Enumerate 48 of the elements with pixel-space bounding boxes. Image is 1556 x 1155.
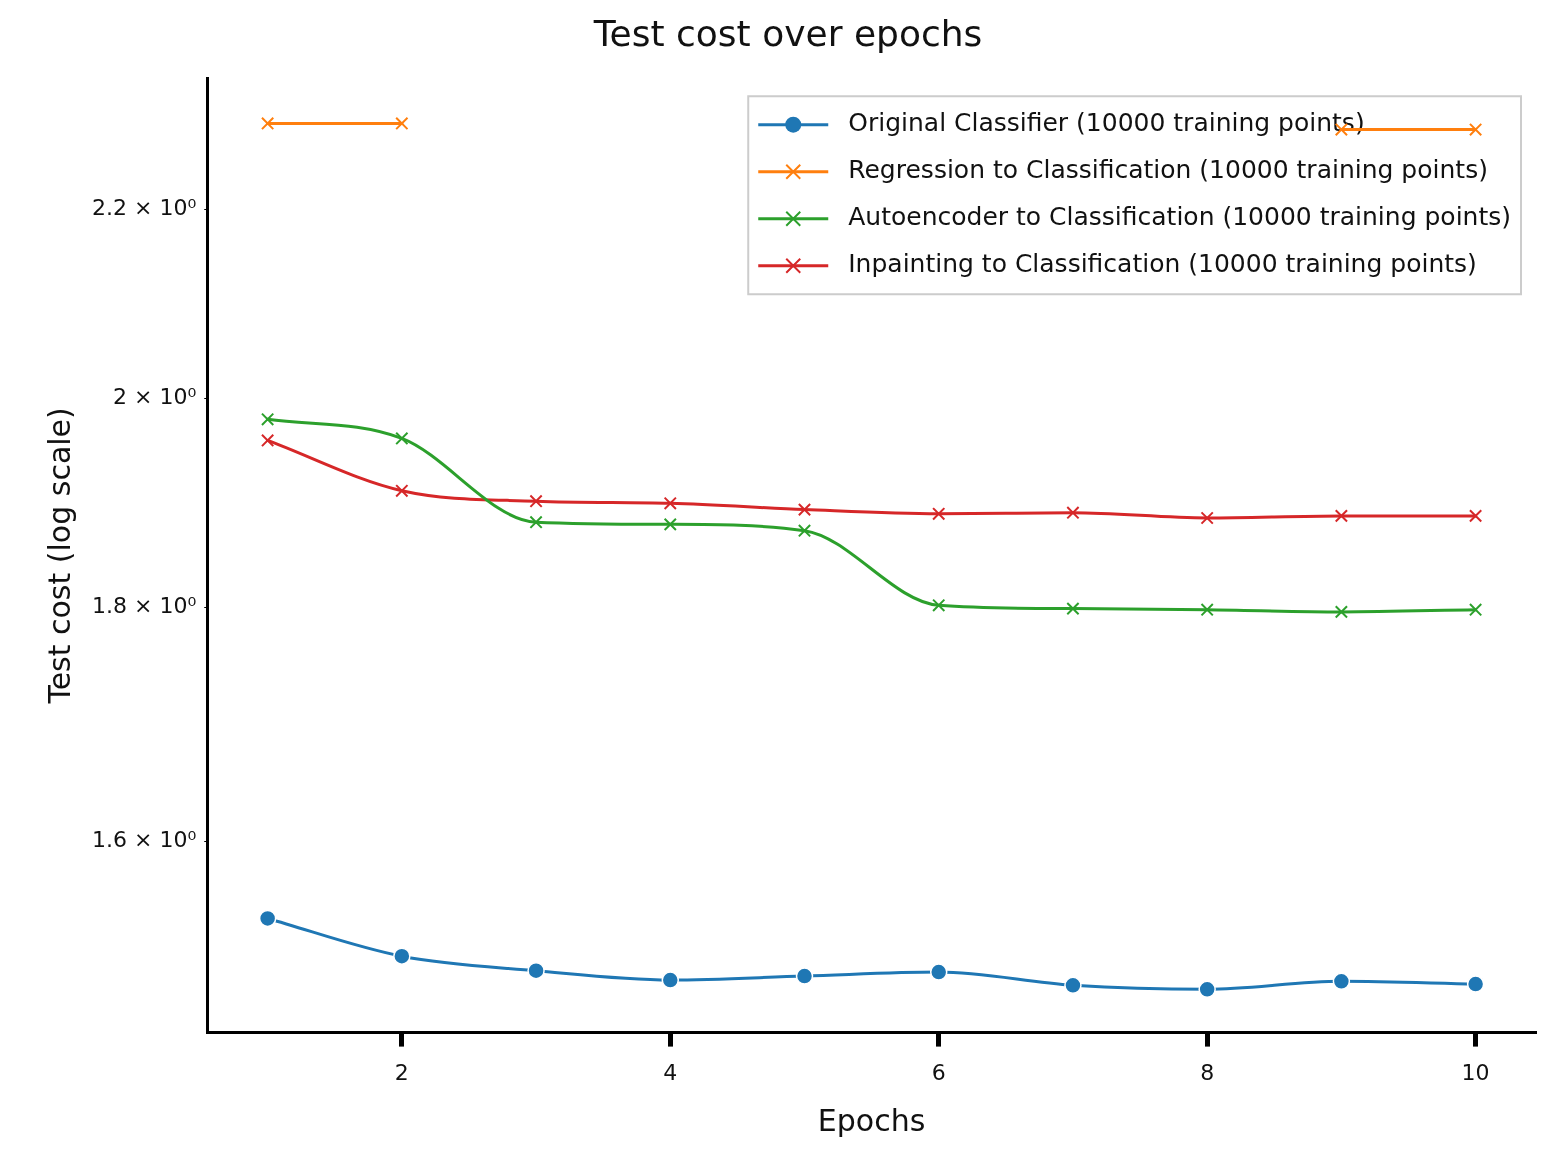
- chart-title: Test cost over epochs: [592, 12, 983, 54]
- point: [1466, 975, 1485, 993]
- point: [395, 116, 409, 131]
- x-tick-label: 10: [1461, 1059, 1490, 1085]
- x-tick-label: 8: [1200, 1059, 1215, 1085]
- y-tick-label: 2.2 × 10⁰: [91, 194, 197, 220]
- point: [395, 431, 409, 446]
- point: [929, 963, 948, 981]
- point: [661, 971, 680, 989]
- x-tick-label: 2: [394, 1059, 409, 1085]
- point: [527, 961, 545, 980]
- point: [1468, 603, 1483, 617]
- y-tick-label: 1.6 × 10⁰: [91, 827, 197, 853]
- x-tick-label: 4: [663, 1059, 678, 1085]
- point: [1064, 976, 1082, 995]
- point: [1468, 122, 1483, 137]
- point: [1332, 972, 1351, 991]
- point: [797, 502, 812, 517]
- y-tick-label: 2 × 10⁰: [112, 384, 197, 410]
- y-tick-label: 1.8 × 10⁰: [91, 593, 197, 619]
- point: [932, 598, 946, 612]
- point: [932, 507, 946, 521]
- point: [529, 494, 543, 508]
- point: [260, 412, 275, 426]
- point: [663, 496, 677, 510]
- point: [529, 515, 543, 529]
- legend-label: Inpainting to Classification (10000 training points): [848, 249, 1477, 279]
- y-axis-title: Test cost (log scale): [41, 407, 77, 705]
- point: [1066, 601, 1080, 616]
- point: [260, 116, 275, 131]
- point: [395, 484, 409, 498]
- point: [258, 909, 277, 928]
- legend-label: Autoencoder to Classification (10000 training points): [848, 202, 1512, 232]
- point: [260, 433, 275, 448]
- legend-label: Regression to Classification (10000 training points): [848, 155, 1488, 185]
- x-tick-label: 6: [931, 1059, 946, 1085]
- point: [797, 524, 812, 538]
- point: [393, 947, 411, 965]
- point: [1066, 506, 1080, 520]
- point: [795, 967, 814, 985]
- point: [1468, 509, 1483, 523]
- point: [1198, 980, 1216, 999]
- x-axis-title: Epochs: [817, 1102, 926, 1138]
- point: [1334, 509, 1349, 523]
- point: [663, 517, 677, 531]
- point: [1200, 603, 1214, 617]
- point: [1334, 605, 1349, 619]
- point: [1200, 511, 1214, 525]
